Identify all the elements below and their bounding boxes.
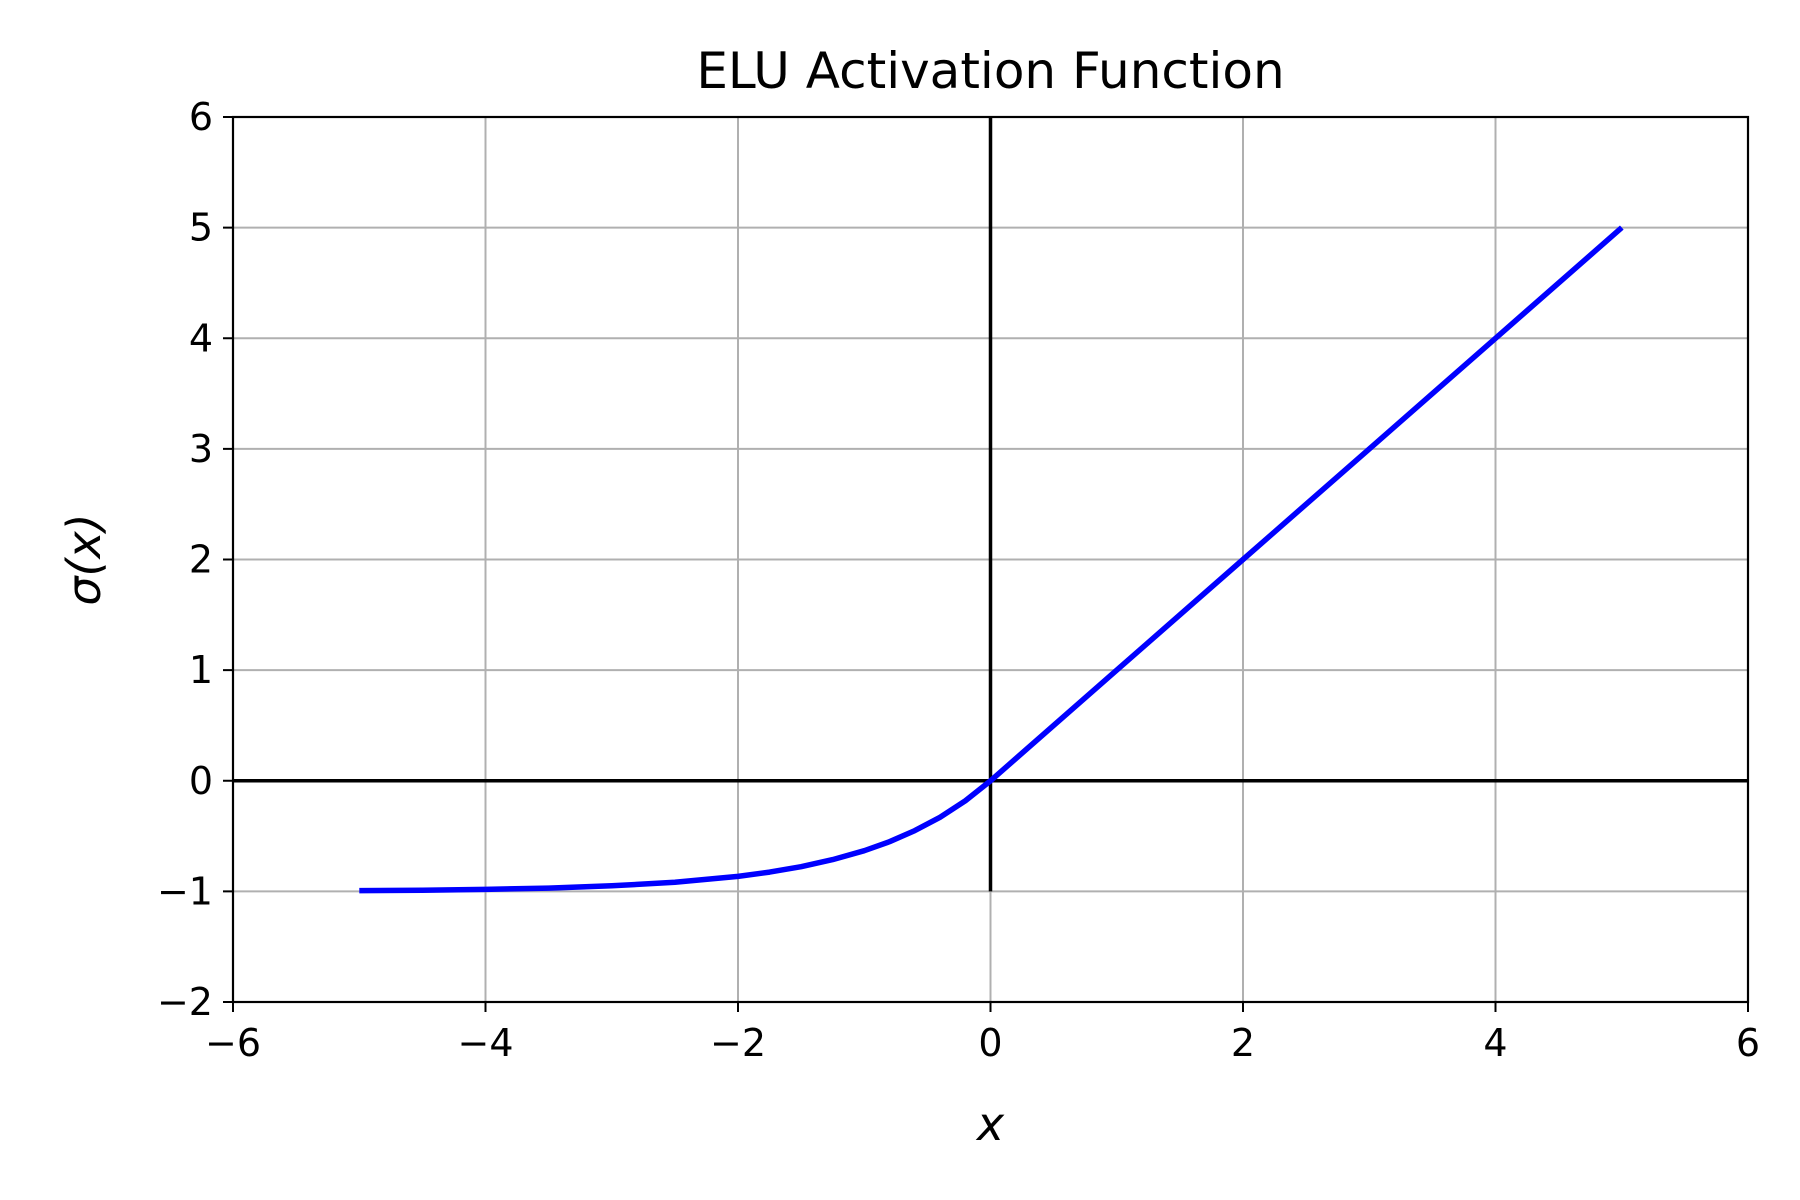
y-tick-label-0: −2 <box>157 980 213 1024</box>
y-tick-label-1: −1 <box>157 869 213 913</box>
y-tick-label-8: 6 <box>189 95 213 139</box>
y-tick-label-4: 2 <box>189 538 213 582</box>
x-tick-label-0: −6 <box>205 1021 261 1065</box>
x-tick-label-5: 4 <box>1483 1021 1507 1065</box>
chart-title: ELU Activation Function <box>696 42 1284 100</box>
elu-series-line-0 <box>359 225 1624 894</box>
y-axis-label: σ(x) <box>57 513 111 605</box>
x-tick-label-2: −2 <box>710 1021 766 1065</box>
y-tick-label-6: 4 <box>189 316 213 360</box>
x-tick-label-1: −4 <box>457 1021 513 1065</box>
x-tick-label-6: 6 <box>1736 1021 1760 1065</box>
x-tick-label-3: 0 <box>978 1021 1002 1065</box>
x-axis-label: x <box>975 1097 1005 1151</box>
x-tick-label-4: 2 <box>1231 1021 1255 1065</box>
tick-layer: −6 −4 −2 0 2 4 6 −2 −1 0 1 2 3 4 5 6 <box>157 95 1760 1065</box>
y-tick-label-2: 0 <box>189 759 213 803</box>
y-tick-label-3: 1 <box>189 648 213 692</box>
y-tick-label-7: 5 <box>189 206 213 250</box>
series-layer <box>359 225 1624 894</box>
y-tick-label-5: 3 <box>189 427 213 471</box>
